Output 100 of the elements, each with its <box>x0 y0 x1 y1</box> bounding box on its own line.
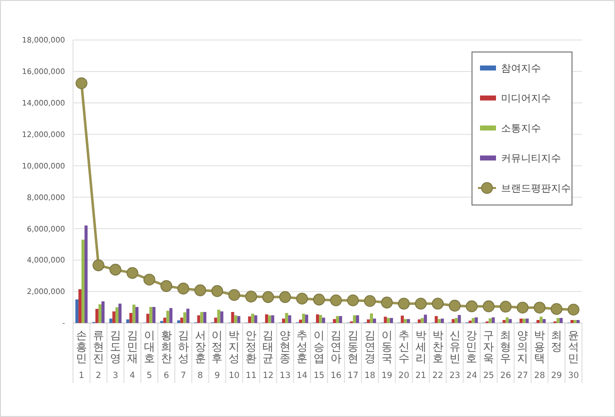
bar <box>248 316 252 323</box>
bar <box>197 315 200 323</box>
bar <box>372 318 376 323</box>
bar <box>366 319 370 323</box>
x-tick-label: 박세리 21 <box>415 328 426 381</box>
x-tick-label: 신유빈 23 <box>449 328 460 381</box>
bar <box>126 319 130 323</box>
bar <box>404 319 407 323</box>
legend-label: 소통지수 <box>501 124 541 134</box>
bar <box>271 315 274 323</box>
bar <box>112 311 116 323</box>
bar <box>474 317 478 323</box>
bar <box>420 318 424 323</box>
x-tick-label: 김도영 3 <box>110 328 121 381</box>
point <box>313 294 325 306</box>
x-tick-label: 김연경 18 <box>364 328 376 381</box>
x-tick-label: 이대호 5 <box>144 328 155 381</box>
bar <box>102 301 105 323</box>
bar <box>319 314 322 323</box>
bar <box>251 314 254 323</box>
bar <box>316 314 320 323</box>
bar <box>424 314 427 323</box>
point <box>110 264 122 276</box>
x-tick-label: 박지성 10 <box>228 328 240 381</box>
bar <box>386 318 390 323</box>
bar <box>166 310 170 323</box>
bar <box>472 318 475 323</box>
bar <box>339 316 342 323</box>
point <box>448 300 461 312</box>
point <box>92 259 104 272</box>
bar <box>200 312 204 323</box>
bar <box>118 304 122 323</box>
bar <box>452 319 455 323</box>
bar <box>95 308 98 323</box>
bar <box>305 314 308 323</box>
bar <box>217 310 220 323</box>
bar <box>488 318 492 323</box>
x-tick-label: 강민호 24 <box>466 328 478 381</box>
x-tick-label: 김연아 16 <box>330 328 342 381</box>
legend-label: 브랜드평판지수 <box>501 184 571 194</box>
bar <box>220 311 224 323</box>
x-tick-label: 박용택 28 <box>534 328 546 381</box>
bar <box>440 318 444 323</box>
point <box>177 282 190 294</box>
point <box>500 300 512 313</box>
point <box>398 298 410 310</box>
bar <box>109 318 112 323</box>
point <box>380 296 393 308</box>
point <box>482 300 495 312</box>
bar <box>352 315 356 323</box>
x-tick-label: 양현종 13 <box>280 328 291 381</box>
point <box>347 294 359 306</box>
x-tick-label: 추성훈 14 <box>296 328 308 381</box>
bar <box>540 316 543 323</box>
x-tick-label: 최형우 26 <box>500 328 512 381</box>
bar <box>268 315 272 323</box>
x-tick-label: 추신수 20 <box>398 328 410 381</box>
bar <box>536 320 540 323</box>
bar <box>81 240 85 323</box>
bar <box>492 317 495 323</box>
x-tick-label: 윤석민 30 <box>568 328 580 381</box>
point <box>228 289 240 301</box>
bar <box>508 319 512 323</box>
x-tick-label: 박찬호 22 <box>432 328 444 381</box>
bar <box>502 320 506 323</box>
bar <box>282 318 286 323</box>
bar <box>115 307 118 323</box>
bar <box>288 315 292 323</box>
point <box>143 274 156 286</box>
bar <box>132 304 136 323</box>
bar <box>520 318 523 323</box>
bar <box>574 320 577 323</box>
bar <box>370 313 373 323</box>
bar <box>298 320 302 323</box>
bar <box>183 312 186 323</box>
bar <box>231 312 234 323</box>
bar <box>406 319 410 323</box>
x-tick-label: 김하성 7 <box>178 328 189 381</box>
bar <box>84 226 88 323</box>
bar <box>356 315 360 323</box>
bar <box>186 308 190 323</box>
bar <box>149 306 152 323</box>
bar <box>177 320 180 323</box>
point <box>414 298 427 310</box>
x-tick-label: 김민재 4 <box>126 328 138 381</box>
bar <box>400 316 404 323</box>
point <box>432 298 444 310</box>
bar <box>322 318 326 323</box>
x-tick-label: 김태균 12 <box>262 328 274 381</box>
point <box>466 300 478 312</box>
point <box>76 77 88 90</box>
x-tick-label: 손흥민 1 <box>76 328 87 381</box>
bar <box>152 306 156 323</box>
bar <box>237 316 240 323</box>
bar <box>203 312 206 323</box>
bar <box>214 318 218 323</box>
bar <box>234 315 238 323</box>
x-tick-label: 이동국 19 <box>381 328 392 381</box>
bar <box>560 318 563 323</box>
bar <box>135 306 138 323</box>
